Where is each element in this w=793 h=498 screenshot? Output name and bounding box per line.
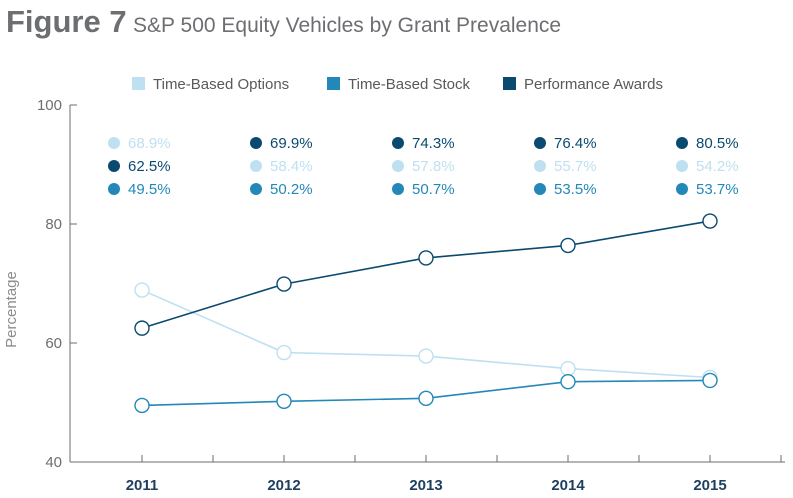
figure-title: Figure 7 S&P 500 Equity Vehicles by Gran… [6,4,561,40]
data-label: 53.7% [696,181,739,198]
y-tick-label: 40 [45,454,62,471]
data-point [702,372,718,389]
data-point [276,344,292,361]
y-tick-label: 60 [45,335,62,352]
data-label: 80.5% [696,135,739,152]
data-point [134,320,150,336]
data-label-dot [676,183,688,195]
data-point [418,348,434,364]
data-point [560,373,576,390]
data-label: 68.9% [128,135,171,152]
data-label: 50.2% [270,181,313,198]
y-tick-label: 80 [45,216,62,233]
legend-swatch [503,77,516,90]
data-point [560,360,576,377]
data-point [418,390,434,407]
data-label-dot [392,183,404,195]
x-tick-label: 2014 [551,477,585,494]
data-label: 50.7% [412,181,455,198]
data-point [134,397,150,414]
data-label: 55.7% [554,158,597,175]
x-tick-label: 2011 [126,477,159,494]
y-tick-label: 100 [37,97,62,114]
data-label: 76.4% [554,135,597,152]
data-label-dot [534,183,546,195]
x-tick-label: 2012 [267,477,300,494]
legend-label: Time-Based Stock [348,76,470,93]
data-point [276,393,292,410]
data-label-dot [250,160,262,172]
data-point [418,250,434,266]
data-label: 53.5% [554,181,597,198]
series-lines [134,213,718,414]
data-labels: 68.9% 62.5% 49.5% 69.9% 58.4% 50.2% 74.3% 57.8%… [108,135,739,198]
data-label: 58.4% [270,158,313,175]
data-label-dot [676,160,688,172]
legend-swatch [327,77,340,90]
legend-label: Time-Based Options [153,76,289,93]
data-label-dot [392,160,404,172]
data-label-dot [676,137,688,149]
data-label: 57.8% [412,158,455,175]
data-label-dot [108,137,120,149]
figure-subtitle: S&P 500 Equity Vehicles by Grant Prevale… [133,14,562,37]
data-label: 54.2% [696,158,739,175]
series-line [141,289,711,379]
data-label: 74.3% [412,135,455,152]
data-label-dot [108,160,120,172]
data-point [276,276,292,292]
data-label-dot [250,137,262,149]
series-line [141,220,711,329]
axes: 40 60 80 100 2011 2012 2013 2014 2015 Percentage [3,97,785,494]
data-label: 69.9% [270,135,313,152]
figure-label: Figure 7 [6,4,127,39]
data-point [702,213,718,229]
data-point [560,237,576,254]
legend-label: Performance Awards [524,76,663,93]
data-label-dot [250,183,262,195]
x-tick-label: 2015 [693,477,726,494]
legend: Time-Based Options Time-Based Stock Perfor… [132,76,663,93]
data-point [134,282,150,298]
legend-swatch [132,77,145,90]
x-tick-label: 2013 [409,477,442,494]
data-label-dot [392,137,404,149]
data-label-dot [108,183,120,195]
data-label-dot [534,160,546,172]
data-label: 62.5% [128,158,171,175]
y-axis-label: Percentage [3,271,20,348]
data-label-dot [534,137,546,149]
data-label: 49.5% [128,181,171,198]
